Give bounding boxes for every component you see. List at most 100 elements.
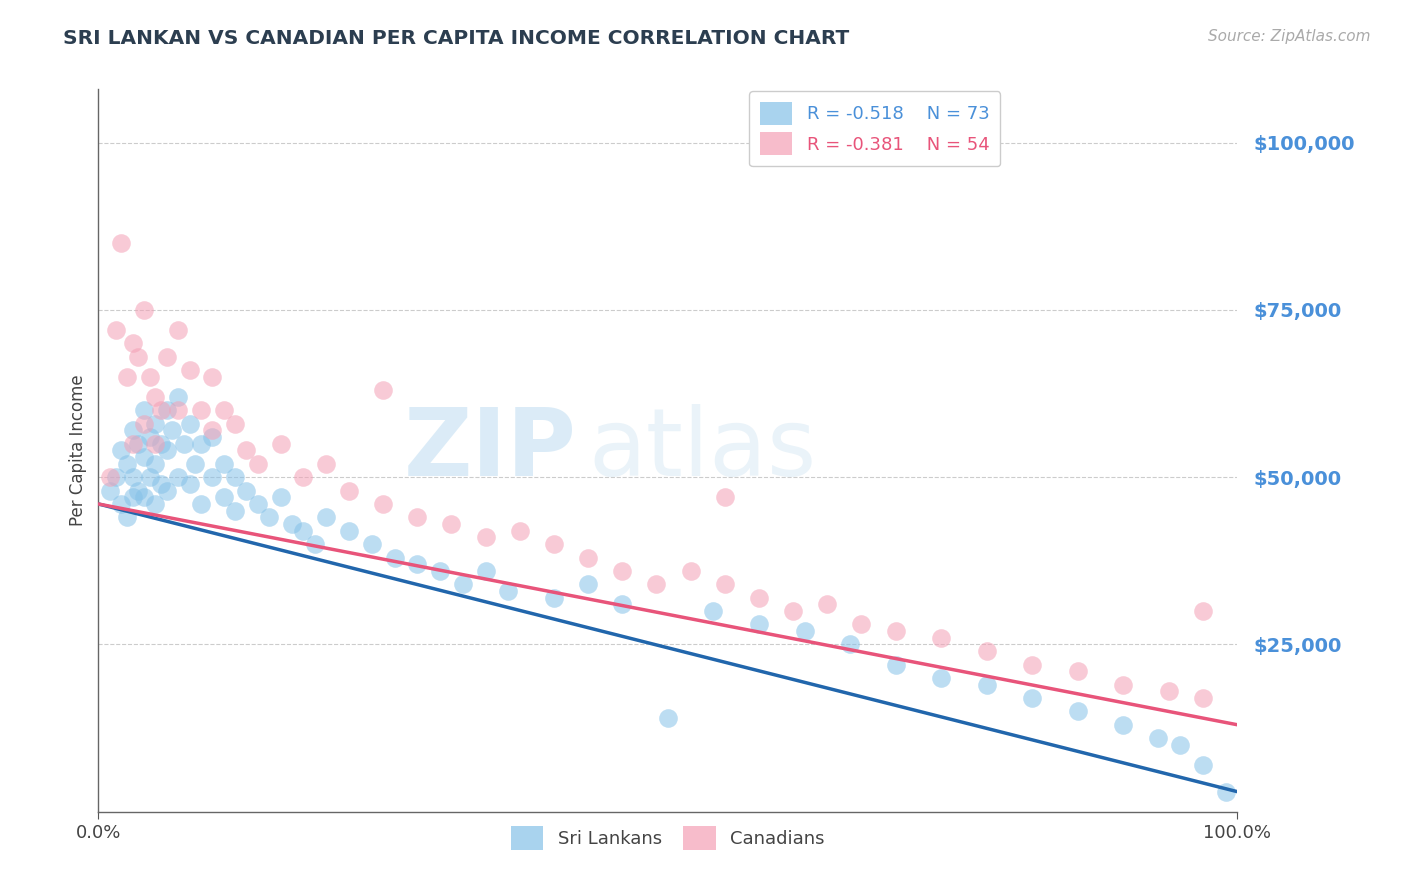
- Point: [782, 604, 804, 618]
- Point: [509, 524, 531, 538]
- Point: [1192, 690, 1215, 705]
- Point: [115, 369, 138, 384]
- Point: [150, 403, 173, 417]
- Point: [839, 637, 862, 651]
- Point: [1067, 664, 1090, 679]
- Point: [360, 537, 382, 551]
- Point: [156, 443, 179, 458]
- Point: [212, 457, 235, 471]
- Point: [1192, 758, 1215, 772]
- Point: [132, 450, 155, 464]
- Point: [884, 624, 907, 639]
- Point: [212, 491, 235, 505]
- Point: [292, 524, 315, 538]
- Point: [429, 564, 451, 578]
- Point: [612, 564, 634, 578]
- Point: [145, 436, 167, 450]
- Point: [976, 644, 998, 658]
- Point: [793, 624, 815, 639]
- Point: [132, 491, 155, 505]
- Point: [270, 491, 292, 505]
- Point: [138, 430, 160, 444]
- Point: [1192, 604, 1215, 618]
- Point: [384, 550, 406, 565]
- Point: [246, 497, 269, 511]
- Point: [315, 510, 337, 524]
- Point: [201, 424, 224, 438]
- Point: [179, 363, 201, 377]
- Point: [190, 497, 212, 511]
- Point: [815, 598, 838, 612]
- Point: [235, 443, 257, 458]
- Point: [212, 403, 235, 417]
- Text: SRI LANKAN VS CANADIAN PER CAPITA INCOME CORRELATION CHART: SRI LANKAN VS CANADIAN PER CAPITA INCOME…: [63, 29, 849, 47]
- Point: [190, 403, 212, 417]
- Point: [167, 390, 190, 404]
- Point: [406, 557, 429, 572]
- Point: [156, 403, 179, 417]
- Point: [371, 497, 394, 511]
- Point: [929, 671, 952, 685]
- Point: [679, 564, 702, 578]
- Point: [337, 483, 360, 498]
- Point: [104, 323, 127, 337]
- Point: [201, 430, 224, 444]
- Point: [127, 483, 149, 498]
- Point: [224, 470, 246, 484]
- Point: [156, 350, 179, 364]
- Point: [748, 591, 770, 605]
- Point: [714, 491, 737, 505]
- Point: [1215, 785, 1237, 799]
- Point: [851, 617, 873, 632]
- Point: [127, 436, 149, 450]
- Point: [150, 436, 173, 450]
- Point: [371, 384, 394, 398]
- Point: [1146, 731, 1168, 746]
- Point: [884, 657, 907, 672]
- Point: [657, 711, 679, 725]
- Point: [115, 457, 138, 471]
- Point: [543, 591, 565, 605]
- Point: [121, 336, 143, 351]
- Point: [121, 436, 143, 450]
- Point: [337, 524, 360, 538]
- Point: [259, 510, 281, 524]
- Point: [1112, 678, 1135, 692]
- Point: [138, 470, 160, 484]
- Y-axis label: Per Capita Income: Per Capita Income: [69, 375, 87, 526]
- Point: [167, 470, 190, 484]
- Point: [179, 476, 201, 491]
- Point: [1170, 738, 1192, 752]
- Point: [115, 510, 138, 524]
- Point: [162, 424, 184, 438]
- Point: [138, 369, 160, 384]
- Point: [281, 517, 304, 532]
- Point: [612, 598, 634, 612]
- Point: [145, 497, 167, 511]
- Point: [976, 678, 998, 692]
- Point: [132, 417, 155, 431]
- Point: [1067, 705, 1090, 719]
- Point: [145, 417, 167, 431]
- Point: [292, 470, 315, 484]
- Point: [235, 483, 257, 498]
- Point: [576, 550, 599, 565]
- Point: [110, 497, 132, 511]
- Point: [645, 577, 668, 591]
- Point: [132, 303, 155, 318]
- Point: [167, 323, 190, 337]
- Point: [1021, 690, 1043, 705]
- Text: Source: ZipAtlas.com: Source: ZipAtlas.com: [1208, 29, 1371, 44]
- Point: [440, 517, 463, 532]
- Point: [110, 443, 132, 458]
- Point: [121, 424, 143, 438]
- Point: [201, 369, 224, 384]
- Point: [714, 577, 737, 591]
- Point: [121, 491, 143, 505]
- Point: [929, 631, 952, 645]
- Point: [224, 503, 246, 517]
- Point: [190, 436, 212, 450]
- Point: [145, 457, 167, 471]
- Point: [224, 417, 246, 431]
- Point: [98, 470, 121, 484]
